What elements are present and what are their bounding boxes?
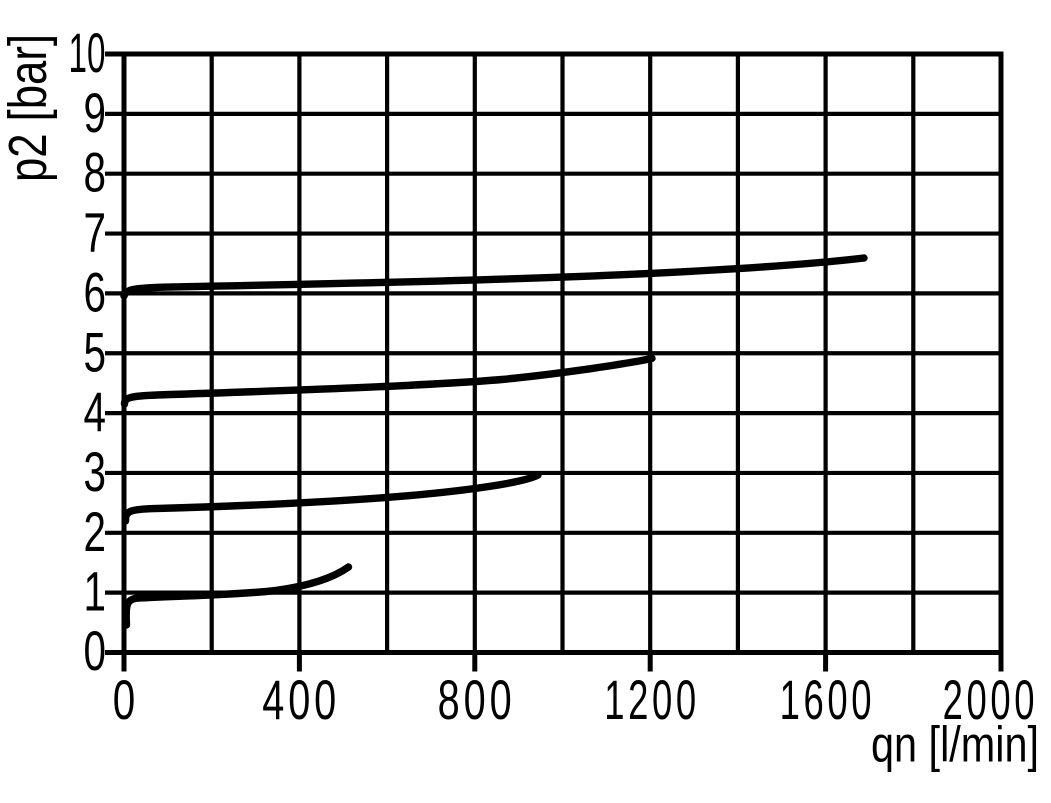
svg-text:1200: 1200: [604, 669, 700, 731]
svg-text:0: 0: [84, 620, 107, 682]
svg-text:0: 0: [113, 669, 136, 731]
svg-text:8: 8: [84, 142, 107, 204]
svg-text:2: 2: [84, 501, 107, 563]
svg-text:qn [l/min]: qn [l/min]: [871, 716, 1039, 773]
svg-text:3: 3: [84, 441, 107, 503]
svg-text:2000: 2000: [943, 669, 1039, 731]
svg-text:10: 10: [69, 22, 106, 84]
svg-text:4: 4: [84, 381, 107, 443]
svg-text:9: 9: [84, 82, 107, 144]
svg-text:5: 5: [84, 321, 107, 383]
svg-text:7: 7: [84, 202, 107, 264]
svg-text:1600: 1600: [780, 669, 876, 731]
svg-text:p2 [bar]: p2 [bar]: [0, 34, 58, 182]
svg-text:800: 800: [438, 669, 516, 731]
svg-text:6: 6: [84, 261, 107, 323]
svg-text:1: 1: [84, 561, 107, 623]
svg-text:400: 400: [262, 669, 340, 731]
